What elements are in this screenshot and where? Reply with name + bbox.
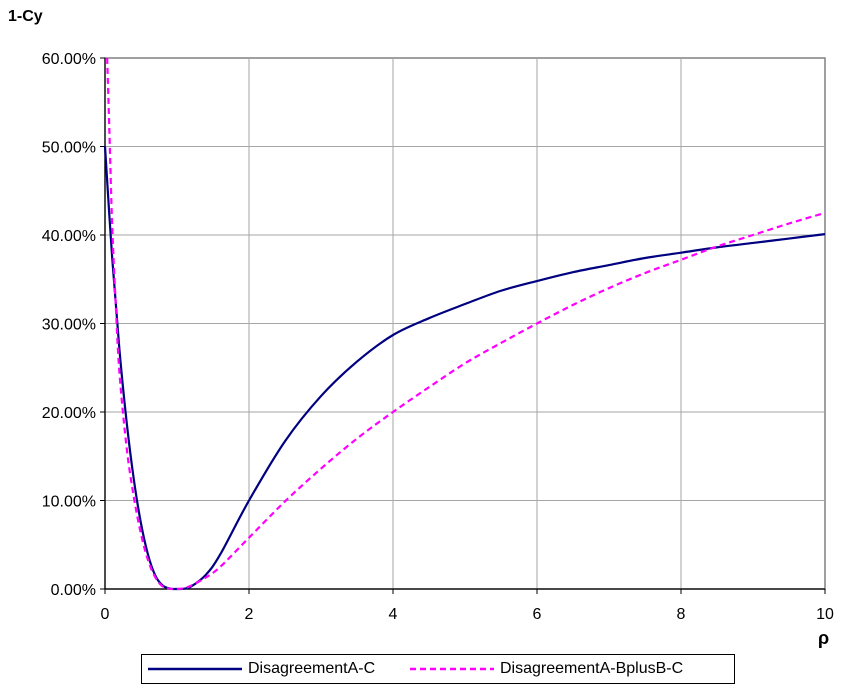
legend-label-1: DisagreementA-C (248, 660, 376, 677)
x-tick-label: 0 (101, 606, 110, 623)
y-tick-label: 40.00% (42, 228, 96, 245)
legend: DisagreementA-C DisagreementA-BplusB-C (141, 654, 735, 684)
y-tick-label: 30.00% (42, 317, 96, 334)
y-axis-title: 1-Cy (8, 8, 43, 25)
y-tick-label: 10.00% (42, 494, 96, 511)
y-tick-label: 50.00% (42, 140, 96, 157)
legend-swatch-solid (148, 667, 242, 671)
x-axis-title: ρ (818, 628, 830, 648)
y-tick-label: 60.00% (42, 51, 96, 68)
legend-swatch-dashed (410, 667, 494, 671)
x-tick-label: 6 (533, 606, 542, 623)
x-tick-label: 8 (677, 606, 686, 623)
legend-item-1: DisagreementA-C (146, 655, 375, 683)
series-line-1 (103, 146, 826, 591)
x-tick-label: 2 (245, 606, 254, 623)
x-tick-label: 10 (816, 606, 834, 623)
y-tick-label: 0.00% (51, 582, 96, 599)
legend-label-2: DisagreementA-BplusB-C (500, 660, 684, 677)
y-axis-ticks: 0.00% 10.00% 20.00% 30.00% 40.00% 50.00% 60.00… (42, 51, 105, 599)
series-line-2 (106, 57, 826, 591)
x-axis-ticks: 0 2 4 6 8 10 (101, 589, 834, 623)
x-tick-label: 4 (389, 606, 398, 623)
legend-item-2: DisagreementA-BplusB-C (408, 655, 683, 683)
y-tick-label: 20.00% (42, 405, 96, 422)
series-lines (103, 57, 826, 591)
